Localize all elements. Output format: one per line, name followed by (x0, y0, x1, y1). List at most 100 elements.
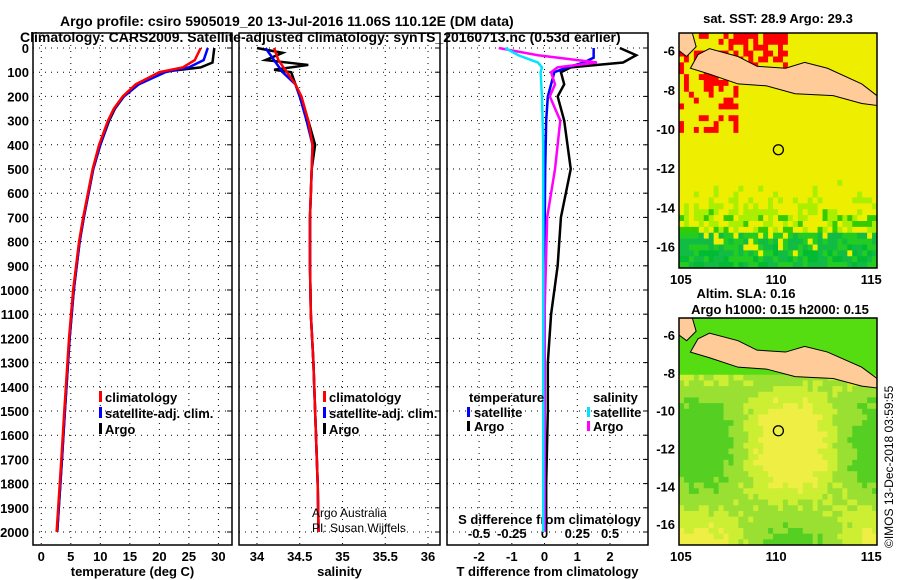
map-cell (753, 244, 759, 251)
map-cell (832, 109, 838, 116)
map-cell (723, 533, 729, 540)
map-cell (753, 38, 759, 46)
map-cell (778, 380, 784, 387)
map-cell (728, 91, 734, 99)
map-cell (832, 533, 838, 540)
map-cell (862, 168, 868, 175)
map-cell (862, 250, 868, 257)
map-cell (837, 226, 843, 234)
map-cell (802, 420, 809, 427)
x-tick-label: 30 (211, 549, 225, 564)
map-cell (748, 191, 754, 198)
map-cell (857, 244, 863, 251)
map-cell (782, 527, 789, 535)
map-cell (773, 510, 779, 518)
map-cell (713, 414, 720, 421)
map-cell (703, 488, 710, 495)
map-cell (872, 425, 878, 432)
map-cell (822, 454, 828, 461)
map-cell (827, 179, 833, 187)
map-cell (847, 38, 853, 46)
map-cell (862, 74, 868, 81)
map-cell (872, 174, 878, 181)
series-t-argo (544, 46, 640, 532)
map-cell (827, 448, 833, 455)
map-cell (857, 539, 863, 546)
map-cell (693, 352, 700, 359)
x-tick-label: 34 (250, 549, 265, 564)
map-cell (753, 442, 759, 450)
map-cell (862, 448, 868, 455)
map-cell (748, 493, 754, 501)
map-cell (688, 539, 695, 546)
map-cell (862, 174, 868, 181)
map-cell (698, 115, 705, 122)
map-cell (778, 522, 784, 529)
map-cell (768, 539, 774, 546)
map-cell (787, 215, 794, 222)
map-cell (698, 91, 705, 99)
map-cell (862, 329, 868, 336)
map-cell (847, 262, 853, 269)
map-cell (817, 533, 824, 540)
map-cell (768, 162, 774, 169)
map-cell (862, 335, 868, 342)
map-cell (773, 476, 779, 484)
map-cell (743, 465, 749, 472)
map-cell (782, 56, 789, 63)
map-cell (862, 414, 868, 421)
map-cell (723, 437, 729, 444)
map-cell (768, 482, 774, 489)
map-cell (862, 454, 868, 461)
map-cell (792, 115, 799, 122)
map-cell (688, 374, 695, 381)
map-cell (812, 209, 819, 216)
map-cell (718, 103, 725, 110)
map-cell (837, 174, 843, 181)
map-cell (842, 431, 848, 438)
map-cell (822, 448, 828, 455)
map-cell (852, 539, 858, 546)
map-cell (847, 391, 853, 398)
map-cell (822, 203, 828, 210)
map-cell (723, 121, 729, 128)
map-cell (713, 493, 720, 501)
map-cell (817, 516, 824, 523)
map-cell (778, 115, 784, 122)
map-cell (782, 533, 789, 540)
map-cell (842, 459, 848, 467)
map-cell (837, 168, 843, 175)
map-cell (753, 256, 759, 263)
map-cell (832, 56, 838, 63)
map-cell (797, 150, 804, 157)
map-cell (703, 369, 710, 376)
map-cell (718, 244, 725, 251)
map-cell (753, 420, 759, 427)
map-cell (787, 386, 794, 393)
map-cell (822, 138, 828, 146)
map-cell (817, 97, 824, 104)
map-cell (773, 408, 779, 415)
map-cell (857, 357, 863, 364)
map-cell (778, 533, 784, 540)
map-cell (723, 197, 729, 204)
map-cell (683, 482, 690, 489)
map-cell (782, 203, 789, 210)
map-cell (778, 442, 784, 450)
map-cell (683, 493, 690, 501)
map-cell (807, 156, 814, 163)
map-cell (753, 185, 759, 193)
plot-frame (446, 32, 649, 546)
map-cell (827, 516, 833, 523)
map-cell (822, 482, 828, 489)
map-cell (748, 209, 754, 216)
map-cell (792, 414, 799, 421)
map-cell (768, 522, 774, 529)
map-cell (872, 522, 878, 529)
map-cell (728, 505, 734, 512)
map-cell (832, 226, 838, 234)
map-cell (827, 221, 833, 228)
map-cell (679, 408, 685, 415)
map-cell (817, 476, 824, 484)
map-cell (723, 380, 729, 387)
